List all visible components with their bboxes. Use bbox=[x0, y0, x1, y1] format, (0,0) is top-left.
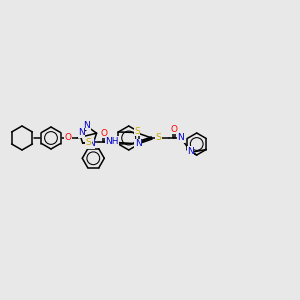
Text: O: O bbox=[64, 134, 71, 142]
Text: S: S bbox=[134, 127, 140, 136]
Text: N: N bbox=[84, 121, 90, 130]
Text: O: O bbox=[100, 129, 107, 138]
Text: N: N bbox=[135, 140, 141, 148]
Text: S: S bbox=[156, 134, 162, 142]
Text: N: N bbox=[187, 147, 194, 156]
Text: N: N bbox=[177, 134, 184, 142]
Text: N: N bbox=[78, 128, 85, 137]
Text: NH: NH bbox=[105, 137, 119, 146]
Text: S: S bbox=[86, 138, 92, 147]
Text: N: N bbox=[88, 139, 95, 148]
Text: O: O bbox=[170, 124, 177, 134]
